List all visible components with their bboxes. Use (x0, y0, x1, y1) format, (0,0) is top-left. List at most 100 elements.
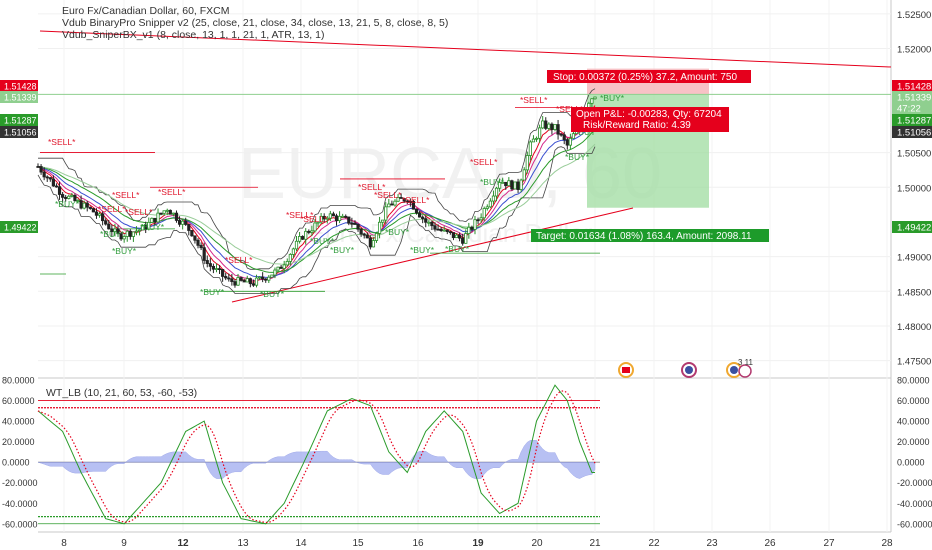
price-grid (38, 0, 891, 532)
sell-signal-label: *SELL* (286, 210, 314, 220)
channel-upper (38, 88, 596, 270)
candle-body (568, 137, 572, 146)
oscillator-tick-label-left: -60.0000 (2, 519, 38, 529)
date-tick-label: 27 (823, 538, 835, 549)
support-trendline[interactable] (231, 207, 634, 303)
candle-body (341, 215, 345, 218)
candle-body (48, 177, 52, 180)
candle-body (113, 228, 117, 233)
candle-body (454, 234, 459, 239)
indicator-binarypro-label[interactable]: Vdub BinaryPro Snipper v2 (25, close, 21… (62, 17, 448, 29)
candle-body (168, 209, 172, 215)
candle-body (57, 186, 62, 195)
oscillator-tick-label: -40.0000 (897, 499, 932, 509)
price-badge-right (892, 114, 932, 126)
position-zones (587, 68, 709, 208)
date-tick-label: 9 (121, 538, 127, 549)
candle-body (88, 206, 92, 209)
target-label-box[interactable] (531, 229, 769, 242)
candle-body (593, 96, 597, 100)
candle-body (390, 203, 394, 206)
wavetrend-signal-line (37, 390, 596, 524)
price-badge-left (0, 114, 38, 126)
candle-body (541, 120, 545, 129)
pnl-label: Open P&L: -0.00283, Qty: 67204 (576, 109, 722, 120)
sell-signal-label: *SELL* (300, 214, 328, 224)
indicator-sniperbx-label[interactable]: Vdub_SniperBX_v1 (8, close, 13, 1, 1, 21… (62, 29, 324, 41)
candle-body (322, 215, 326, 220)
candlesticks[interactable] (36, 96, 597, 288)
buy-signal-label: *BUY* (565, 152, 590, 162)
event-count-label: 3 11 (738, 358, 754, 367)
price-badge-left (0, 91, 38, 103)
oscillator-title[interactable]: WT_LB (10, 21, 60, 53, -60, -53) (46, 387, 197, 399)
candle-body (522, 169, 526, 181)
event-icons[interactable]: 3 11 (618, 358, 754, 378)
candle-body (387, 203, 391, 208)
candle-body (501, 181, 505, 184)
candle-body (384, 206, 388, 221)
candle-body (408, 200, 412, 203)
candle-body (236, 277, 240, 286)
candle-body (319, 215, 323, 223)
candle-body (153, 217, 157, 223)
wavetrend-oscillator (37, 384, 600, 525)
candle-body (97, 213, 102, 216)
oscillator-tick-label-left: 80.0000 (2, 376, 35, 386)
candle-body (288, 254, 292, 262)
candle-body (491, 195, 496, 202)
candle-body (476, 219, 480, 222)
candle-body (208, 263, 212, 267)
price-badge-left-text: 1.49422 (4, 223, 37, 233)
candle-body (165, 209, 169, 212)
target-label: Target: 0.01634 (1.08%) 163.4, Amount: 2… (536, 231, 752, 242)
date-axis[interactable]: 8 9 12 13 14 15 16 19 20 21 22 23 26 27 28 (61, 538, 893, 549)
channel-lower (37, 146, 596, 294)
sell-signal-label: *SELL* (374, 190, 402, 200)
wavetrend-histogram (37, 440, 596, 479)
sell-signal-label: *SELL* (225, 255, 253, 265)
candle-body (282, 264, 286, 269)
candle-body (248, 278, 252, 285)
candle-body (562, 134, 566, 141)
candle-body (51, 178, 55, 187)
candle-body (147, 221, 151, 230)
trendlines[interactable] (39, 30, 892, 303)
oscillator-axis[interactable]: 80.0000 80.0000 60.0000 60.0000 40.0000 40.00… (2, 376, 932, 530)
price-tick-label: 1.50000 (897, 183, 931, 194)
candle-body (45, 176, 49, 179)
candle-body (356, 224, 360, 230)
candle-body (39, 166, 43, 173)
candle-body (67, 195, 71, 199)
candle-body (534, 137, 539, 140)
pnl-label-box[interactable] (571, 107, 729, 132)
position-labels[interactable]: Stop: 0.00372 (0.25%) 37.2, Amount: 750 … (531, 70, 769, 242)
candle-body (245, 278, 249, 283)
date-tick-label: 21 (589, 538, 601, 549)
candle-body (439, 228, 443, 232)
oscillator-tick-label: 60.0000 (897, 396, 930, 406)
date-tick-label: 14 (295, 538, 307, 549)
resistance-trendline[interactable] (39, 30, 892, 68)
dividend-icon[interactable] (738, 364, 752, 378)
candle-body (285, 261, 289, 266)
oscillator-tick-label: 0.0000 (897, 458, 925, 468)
date-tick-label: 19 (472, 538, 484, 549)
candle-body (141, 225, 145, 231)
candle-body (85, 202, 89, 208)
price-axis[interactable]: 1.52500 1.52000 1.50500 1.50000 1.49000 1.485… (897, 10, 931, 368)
date-tick-label: 22 (648, 538, 660, 549)
symbol-title[interactable]: Euro Fx/Canadian Dollar, 60, FXCM (62, 5, 230, 17)
oscillator-tick-label-left: 60.0000 (2, 396, 35, 406)
sniper-channel (37, 88, 596, 294)
candle-body (433, 225, 437, 230)
candle-body (510, 180, 514, 190)
candle-body (267, 276, 271, 281)
candle-body (104, 220, 108, 225)
candle-body (310, 230, 314, 233)
stop-label-box[interactable] (547, 70, 751, 83)
sell-signal-label: *SELL* (98, 204, 126, 214)
candle-body (221, 268, 225, 277)
price-badge-right (892, 102, 932, 114)
